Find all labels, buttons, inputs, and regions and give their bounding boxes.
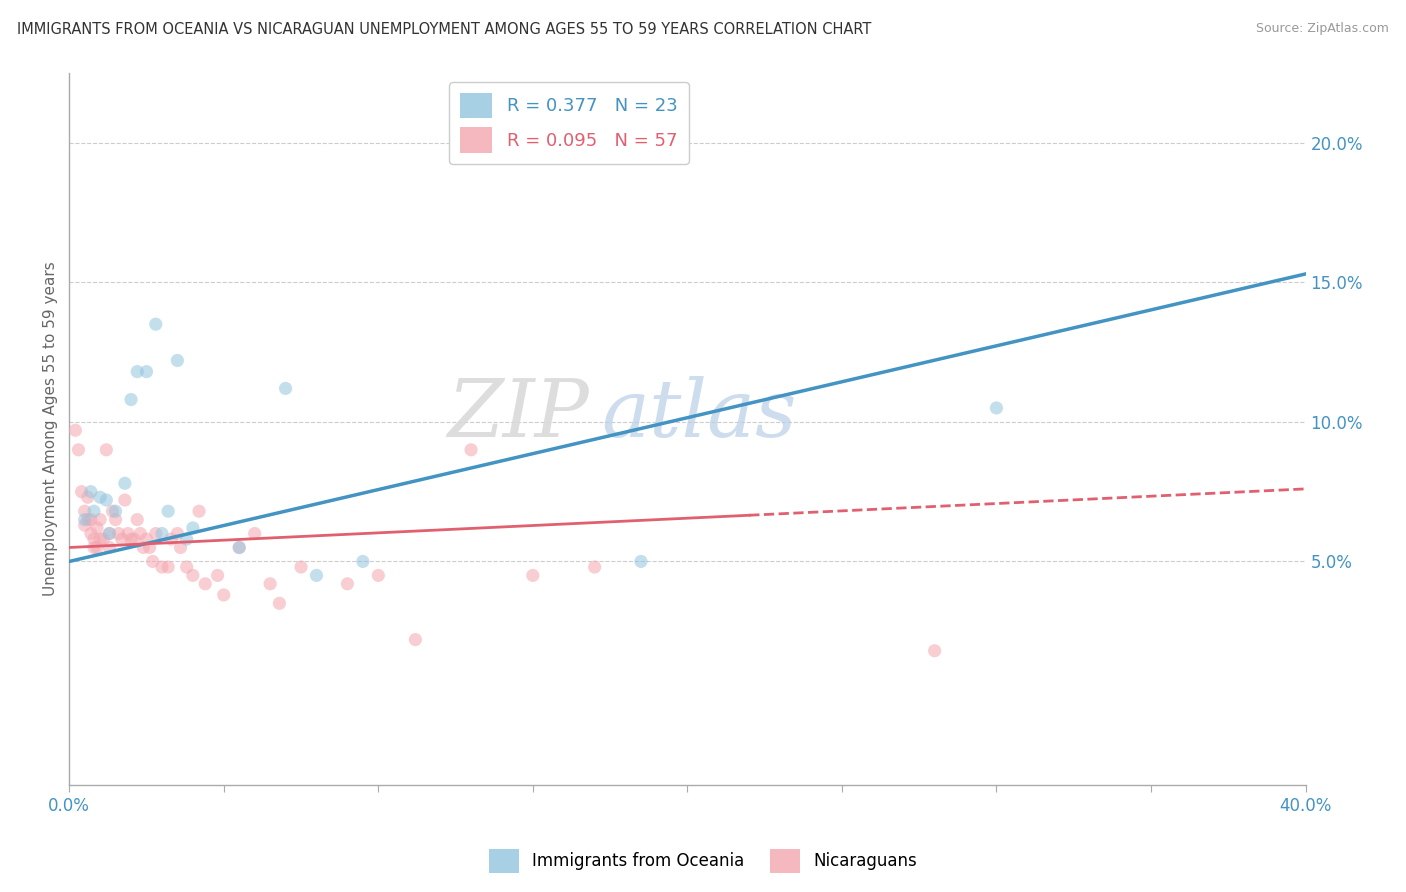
Point [145,317,167,331]
Point [76,512,98,526]
Point [150,526,173,541]
Point [73,518,96,533]
Point [101,504,124,518]
Text: atlas: atlas [600,376,796,453]
Point [80,484,103,499]
Point [135,365,157,379]
Point [212,588,235,602]
Point [89,490,111,504]
Point [166,353,188,368]
Point [142,554,165,568]
Point [160,532,183,546]
Text: Source: ZipAtlas.com: Source: ZipAtlas.com [1256,22,1389,36]
Point [166,526,188,541]
Point [117,526,139,541]
Point [583,560,606,574]
Point [986,401,1008,415]
Point [83,541,105,555]
Point [83,532,105,546]
Point [924,644,946,658]
Point [207,568,229,582]
Point [86,541,108,555]
Point [305,568,328,582]
Point [76,490,98,504]
Point [120,532,142,546]
Point [80,512,103,526]
Point [91,532,114,546]
Point [83,504,105,518]
Point [176,560,198,574]
Point [157,560,180,574]
Text: IMMIGRANTS FROM OCEANIA VS NICARAGUAN UNEMPLOYMENT AMONG AGES 55 TO 59 YEARS COR: IMMIGRANTS FROM OCEANIA VS NICARAGUAN UN… [17,22,872,37]
Point [194,576,217,591]
Point [67,442,90,457]
Point [98,526,121,541]
Point [80,526,103,541]
Point [96,493,118,508]
Point [404,632,426,647]
Point [132,541,155,555]
Point [120,392,142,407]
Point [129,526,152,541]
Y-axis label: Unemployment Among Ages 55 to 59 years: Unemployment Among Ages 55 to 59 years [44,261,58,596]
Point [104,512,127,526]
Point [150,560,173,574]
Point [73,512,96,526]
Point [352,554,374,568]
Point [86,521,108,535]
Point [96,442,118,457]
Point [274,381,297,395]
Point [135,532,157,546]
Point [104,504,127,518]
Point [73,504,96,518]
Text: ZIP: ZIP [447,376,589,453]
Point [127,512,149,526]
Point [367,568,389,582]
Point [259,576,281,591]
Point [107,526,129,541]
Point [98,526,121,541]
Point [65,423,87,437]
Point [181,521,204,535]
Point [188,504,211,518]
Point [70,484,93,499]
Point [111,532,134,546]
Point [336,576,359,591]
Point [114,493,136,508]
Point [290,560,312,574]
Point [89,512,111,526]
Point [157,504,180,518]
Legend: Immigrants from Oceania, Nicaraguans: Immigrants from Oceania, Nicaraguans [482,842,924,880]
Point [114,476,136,491]
Point [98,541,121,555]
Point [243,526,266,541]
Point [460,442,482,457]
Point [228,541,250,555]
Point [228,541,250,555]
Point [269,596,291,610]
Point [145,526,167,541]
Legend: R = 0.377   N = 23, R = 0.095   N = 57: R = 0.377 N = 23, R = 0.095 N = 57 [449,82,689,164]
Point [122,532,145,546]
Point [127,365,149,379]
Point [138,541,160,555]
Point [89,532,111,546]
Point [522,568,544,582]
Point [630,554,652,568]
Point [181,568,204,582]
Point [169,541,191,555]
Point [176,532,198,546]
